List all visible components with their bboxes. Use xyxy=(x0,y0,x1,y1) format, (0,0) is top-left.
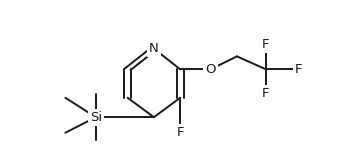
Text: N: N xyxy=(149,42,159,55)
Text: F: F xyxy=(262,87,270,100)
Text: O: O xyxy=(205,63,216,76)
Text: F: F xyxy=(262,38,270,51)
Text: Si: Si xyxy=(90,111,102,124)
Text: F: F xyxy=(176,126,184,139)
Text: F: F xyxy=(295,63,302,76)
